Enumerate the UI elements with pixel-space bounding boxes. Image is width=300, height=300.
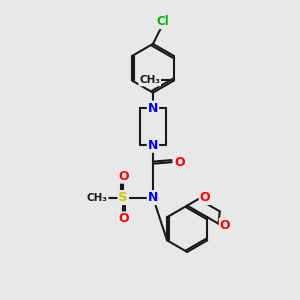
Text: O: O xyxy=(174,156,185,169)
Text: CH₃: CH₃ xyxy=(139,76,160,85)
Text: N: N xyxy=(148,102,158,115)
Text: N: N xyxy=(148,191,158,204)
Text: O: O xyxy=(118,212,129,226)
Text: O: O xyxy=(220,219,230,232)
Text: CH₃: CH₃ xyxy=(87,193,108,202)
Text: S: S xyxy=(118,191,128,204)
Text: O: O xyxy=(118,170,129,183)
Text: O: O xyxy=(200,191,210,204)
Text: Cl: Cl xyxy=(156,15,169,28)
Text: N: N xyxy=(148,139,158,152)
